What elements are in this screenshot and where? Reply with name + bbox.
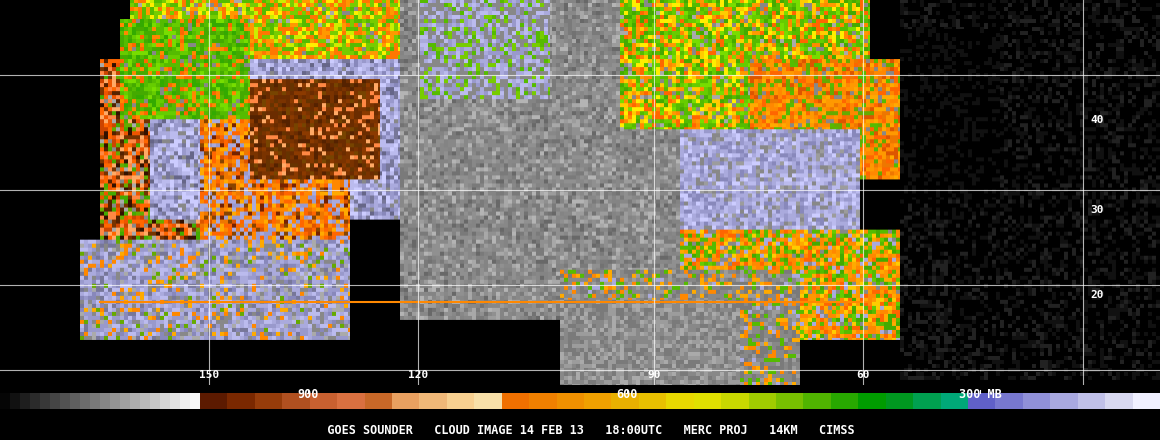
Bar	[995, 393, 1023, 409]
Bar	[20, 393, 30, 409]
Bar	[967, 393, 995, 409]
Text: 300 MB: 300 MB	[958, 388, 1001, 401]
Bar	[474, 393, 502, 409]
Bar	[119, 393, 130, 409]
Bar	[776, 393, 804, 409]
Bar	[282, 393, 310, 409]
Text: 150: 150	[198, 370, 219, 380]
Bar	[30, 393, 39, 409]
Bar	[886, 393, 913, 409]
Text: 60: 60	[856, 370, 870, 380]
Text: 30: 30	[1090, 205, 1103, 215]
Bar	[255, 393, 282, 409]
Bar	[100, 393, 110, 409]
Bar	[639, 393, 666, 409]
Bar	[1023, 393, 1050, 409]
Bar	[70, 393, 80, 409]
Text: 120: 120	[408, 370, 428, 380]
Bar	[913, 393, 941, 409]
Text: 40: 40	[1090, 115, 1103, 125]
Bar	[39, 393, 50, 409]
Bar	[60, 393, 70, 409]
Bar	[190, 393, 200, 409]
Bar	[420, 393, 447, 409]
Bar	[1050, 393, 1078, 409]
Bar	[0, 393, 10, 409]
Bar	[150, 393, 160, 409]
Bar	[171, 393, 180, 409]
Bar	[1078, 393, 1105, 409]
Bar	[502, 393, 529, 409]
Bar	[90, 393, 100, 409]
Bar	[10, 393, 20, 409]
Bar	[80, 393, 90, 409]
Bar	[831, 393, 858, 409]
Bar	[583, 393, 611, 409]
Bar	[50, 393, 60, 409]
Bar	[941, 393, 967, 409]
Bar	[611, 393, 639, 409]
Bar	[110, 393, 119, 409]
Bar	[557, 393, 583, 409]
Bar	[722, 393, 748, 409]
Bar	[1105, 393, 1132, 409]
Text: 900: 900	[297, 388, 319, 401]
Text: GOES SOUNDER   CLOUD IMAGE 14 FEB 13   18:00UTC   MERC PROJ   14KM   CIMSS: GOES SOUNDER CLOUD IMAGE 14 FEB 13 18:00…	[306, 424, 854, 437]
Bar	[180, 393, 190, 409]
Text: 90: 90	[647, 370, 661, 380]
Bar	[364, 393, 392, 409]
Bar	[200, 393, 227, 409]
Bar	[130, 393, 140, 409]
Bar	[529, 393, 557, 409]
Bar	[160, 393, 171, 409]
Bar	[858, 393, 886, 409]
Bar	[227, 393, 255, 409]
Text: 600: 600	[616, 388, 638, 401]
Bar	[447, 393, 474, 409]
Bar	[140, 393, 150, 409]
Bar	[748, 393, 776, 409]
Bar	[1132, 393, 1160, 409]
Text: 20: 20	[1090, 290, 1103, 300]
Bar	[694, 393, 722, 409]
Bar	[392, 393, 420, 409]
Bar	[666, 393, 694, 409]
Bar	[310, 393, 338, 409]
Bar	[338, 393, 364, 409]
Bar	[804, 393, 831, 409]
